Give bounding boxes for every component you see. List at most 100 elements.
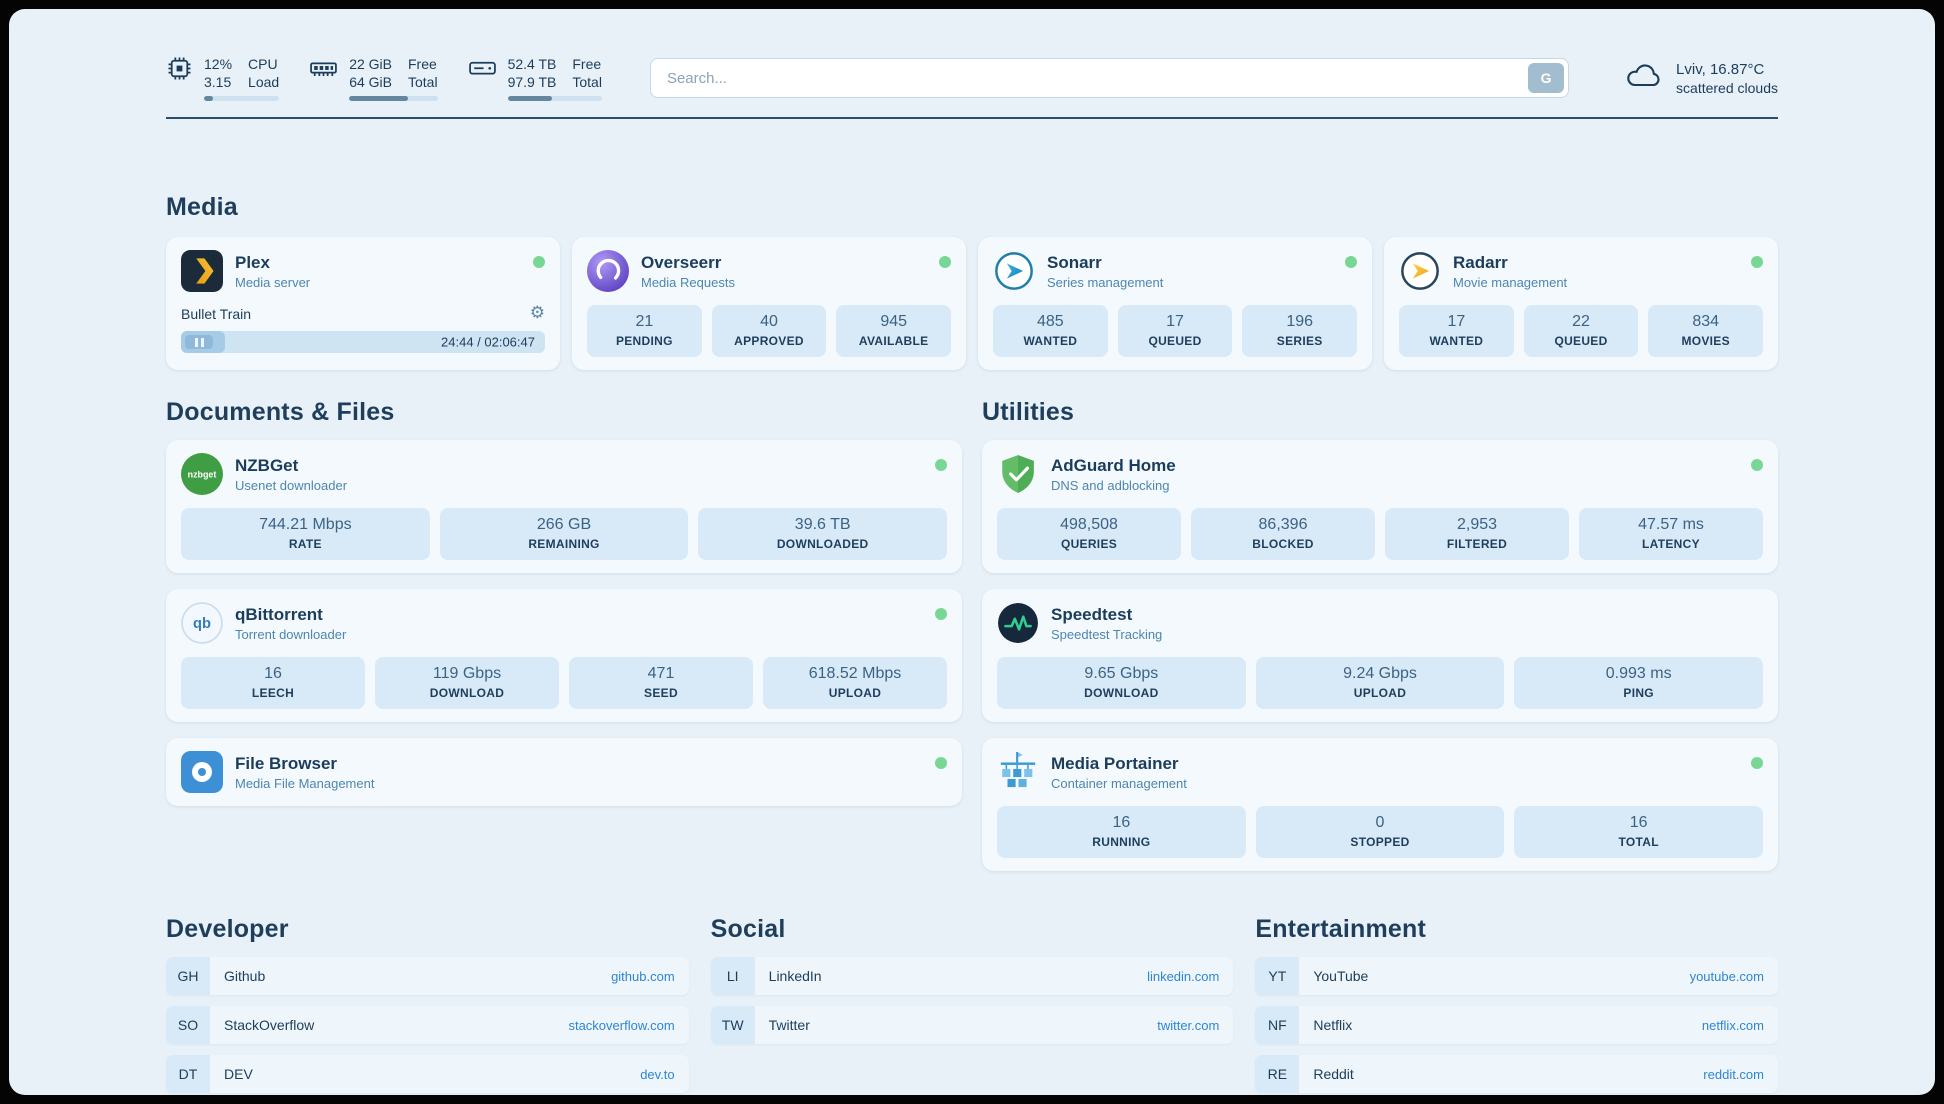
disk-total-label: Total [572, 74, 602, 91]
bookmark-name: Netflix [1313, 1017, 1353, 1034]
app-name: File Browser [235, 753, 338, 773]
app-card-speedtest[interactable]: Speedtest Speedtest Tracking 9.65 Gbps D… [982, 589, 1778, 723]
app-desc: Torrent downloader [235, 626, 347, 642]
app-desc: Container management [1051, 775, 1187, 791]
disk-free-label: Free [572, 56, 602, 72]
bookmark-row-github[interactable]: GH Github github.com [166, 957, 689, 996]
app-name: Plex [235, 252, 270, 272]
stat-box: 9.65 Gbps DOWNLOAD [997, 657, 1246, 710]
adguard-icon [997, 453, 1039, 495]
bookmark-name: Github [224, 968, 266, 985]
stat-label: TOTAL [1618, 835, 1659, 850]
stat-box: 471 SEED [569, 657, 753, 710]
search-engine-button[interactable]: G [1528, 63, 1565, 94]
settings-gear-icon[interactable]: ⚙ [529, 303, 545, 324]
app-name: qBittorrent [235, 604, 323, 624]
stat-label: UPLOAD [828, 686, 882, 701]
bookmark-url[interactable]: linkedin.com [1147, 968, 1220, 984]
search-input[interactable] [649, 58, 1570, 99]
stat-label: SERIES [1276, 334, 1323, 349]
bookmark-row-twitter[interactable]: TW Twitter twitter.com [710, 1006, 1234, 1045]
now-playing-title: Bullet Train [181, 305, 252, 322]
memory-total-label: Total [408, 74, 438, 91]
app-desc: Media File Management [235, 775, 375, 791]
stat-box: 0 STOPPED [1255, 806, 1505, 859]
app-card-plex[interactable]: Plex Media server Bullet Train ⚙ 24:44 /… [166, 237, 560, 371]
stat-box: 17 QUEUED [1117, 305, 1233, 358]
bookmark-row-reddit[interactable]: RE Reddit reddit.com [1255, 1055, 1778, 1094]
bookmark-row-netflix[interactable]: NF Netflix netflix.com [1255, 1006, 1778, 1045]
section-title-media: Media [166, 193, 238, 222]
app-desc: Media Requests [641, 274, 735, 290]
section-title-entertainment: Entertainment [1255, 915, 1427, 944]
stat-label: RATE [288, 537, 322, 552]
memory-total-value: 64 GiB [349, 74, 392, 91]
disk-free-value: 52.4 TB [507, 56, 557, 72]
section-title-social: Social [710, 915, 786, 944]
bookmark-abbr: GH [166, 957, 210, 996]
playback-progress-bar[interactable]: 24:44 / 02:06:47 [181, 331, 545, 354]
stat-box: 834 MOVIES [1648, 305, 1764, 358]
stat-label: BLOCKED [1252, 537, 1314, 552]
app-card-nzbget[interactable]: nzbget NZBGet Usenet downloader 744.21 M… [166, 440, 962, 574]
app-card-adguard[interactable]: AdGuard Home DNS and adblocking 498,508 … [982, 440, 1778, 574]
stat-label: RUNNING [1092, 835, 1151, 850]
stat-value: 22 [1572, 313, 1590, 331]
stat-box: 22 QUEUED [1523, 305, 1639, 358]
stat-box: 86,396 BLOCKED [1191, 508, 1375, 561]
status-badge [935, 459, 947, 472]
bookmark-url[interactable]: youtube.com [1689, 968, 1764, 984]
stat-value: 945 [880, 313, 908, 331]
bookmark-abbr: DT [166, 1055, 210, 1094]
stat-box: 9.24 Gbps UPLOAD [1255, 657, 1505, 710]
bookmark-row-stackoverflow[interactable]: SO StackOverflow stackoverflow.com [166, 1006, 689, 1045]
bookmark-row-linkedin[interactable]: LI LinkedIn linkedin.com [710, 957, 1234, 996]
stat-label: WANTED [1429, 334, 1484, 349]
app-card-filebrowser[interactable]: File Browser Media File Management [166, 738, 962, 807]
app-name: Media Portainer [1051, 753, 1179, 773]
app-card-qbittorrent[interactable]: qb qBittorrent Torrent downloader 16 LEE… [166, 589, 962, 723]
stat-value: 196 [1286, 313, 1314, 331]
stat-value: 21 [635, 313, 654, 331]
disk-total-value: 97.9 TB [507, 74, 557, 91]
app-name: Speedtest [1051, 604, 1133, 624]
stat-value: 17 [1166, 313, 1184, 331]
app-desc: DNS and adblocking [1051, 477, 1170, 493]
bookmark-row-dev[interactable]: DT DEV dev.to [166, 1055, 689, 1094]
app-desc: Usenet downloader [235, 477, 348, 493]
section-developer: Developer GH Github github.com SO StackO… [166, 915, 689, 1094]
bookmark-row-youtube[interactable]: YT YouTube youtube.com [1255, 957, 1778, 996]
stat-label: MOVIES [1681, 334, 1730, 349]
stat-box: 0.993 ms PING [1514, 657, 1764, 710]
stat-box: 16 TOTAL [1514, 806, 1764, 859]
section-entertainment: Entertainment YT YouTube youtube.com NF … [1255, 915, 1778, 1094]
app-name: AdGuard Home [1051, 455, 1176, 475]
stat-value: 16 [1629, 814, 1648, 832]
app-card-sonarr[interactable]: Sonarr Series management 485 WANTED 17 Q… [978, 237, 1372, 371]
stat-label: QUERIES [1060, 537, 1118, 552]
app-card-radarr[interactable]: Radarr Movie management 17 WANTED 22 QUE… [1384, 237, 1778, 371]
disk-widget: 52.4 TB 97.9 TB Free Total [468, 55, 602, 102]
bookmark-name: YouTube [1313, 968, 1369, 985]
stat-label: LEECH [251, 686, 295, 701]
radarr-icon [1399, 250, 1441, 292]
bookmark-url[interactable]: twitter.com [1157, 1017, 1220, 1033]
stat-label: FILTERED [1446, 537, 1508, 552]
bookmark-url[interactable]: github.com [611, 968, 675, 984]
stat-label: PENDING [615, 334, 673, 349]
cpu-usage-value: 12% [204, 56, 233, 72]
app-card-portainer[interactable]: Media Portainer Container management 16 … [982, 738, 1778, 872]
bookmark-url[interactable]: stackoverflow.com [568, 1017, 675, 1033]
svg-text:qb: qb [193, 617, 211, 633]
pause-button[interactable] [185, 335, 213, 350]
cpu-load-value: 3.15 [204, 74, 232, 91]
bookmark-url[interactable]: dev.to [640, 1066, 675, 1082]
stat-value: 16 [264, 665, 282, 683]
bookmark-url[interactable]: reddit.com [1703, 1066, 1764, 1082]
app-card-overseerr[interactable]: Overseerr Media Requests 21 PENDING 40 A… [572, 237, 966, 371]
app-name: Overseerr [641, 252, 722, 272]
stat-box: 744.21 Mbps RATE [181, 508, 430, 561]
section-title-utilities: Utilities [982, 398, 1075, 427]
bookmark-url[interactable]: netflix.com [1701, 1017, 1764, 1033]
stat-value: 47.57 ms [1638, 516, 1704, 534]
